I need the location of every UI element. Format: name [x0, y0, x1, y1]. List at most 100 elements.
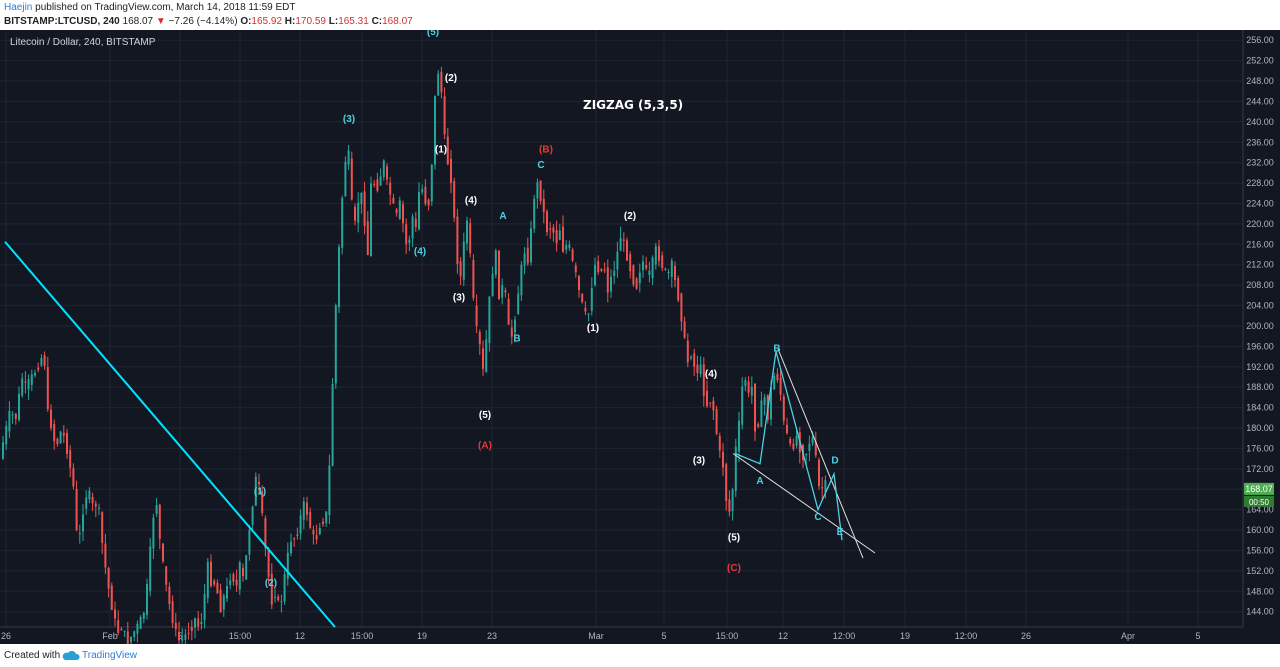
symbol-label: BITSTAMP:LTCUSD, 240 [4, 16, 120, 27]
candle-body [62, 432, 65, 436]
tradingview-link[interactable]: TradingView [82, 650, 138, 661]
down-arrow-icon: ▼ [155, 16, 166, 27]
chart-title: Litecoin / Dollar, 240, BITSTAMP [10, 37, 156, 48]
candle-body [309, 511, 312, 528]
candle-body [760, 400, 763, 427]
candle-body [40, 357, 43, 366]
candle-body [747, 381, 750, 393]
candle-body [581, 293, 584, 302]
candle-body [213, 580, 216, 585]
candle-body [686, 340, 689, 363]
candle-body [11, 414, 14, 416]
candle-body [107, 568, 110, 589]
candle-body [101, 512, 104, 543]
candle-body [450, 158, 452, 183]
wave-path [734, 351, 843, 541]
candle-body [210, 561, 212, 587]
candle-body [190, 627, 193, 631]
candle-body [370, 183, 372, 257]
candle-body [446, 136, 449, 165]
candle-body [270, 573, 273, 605]
candle-body [459, 261, 462, 277]
last-price: 168.07 [122, 16, 154, 27]
candle-body [734, 446, 737, 491]
candle-body [789, 439, 792, 444]
candle-body [763, 397, 766, 405]
wave-label: E [837, 527, 844, 538]
candle-body [94, 503, 97, 507]
x-tick-label: 26 [1, 631, 11, 641]
candle-body [466, 220, 468, 244]
candle-body [130, 636, 132, 643]
candle-body [558, 230, 561, 240]
candle-body [27, 379, 30, 390]
candle-body [683, 321, 686, 338]
candle-body [757, 424, 760, 427]
candle-body [222, 595, 225, 610]
publish-line: Haejin published on TradingView.com, Mar… [4, 2, 295, 13]
change-text: −7.26 (−4.14%) [168, 16, 238, 27]
candle-body [379, 176, 382, 186]
candle-body [693, 353, 696, 367]
wave-label: (3) [343, 114, 355, 125]
y-tick-label: 252.00 [1246, 56, 1274, 66]
candle-body [619, 237, 622, 251]
candle-body [286, 552, 289, 579]
low-value: 165.31 [338, 16, 369, 27]
candle-body [261, 491, 264, 513]
author-link[interactable]: Haejin [4, 2, 33, 13]
candle-body [453, 181, 456, 218]
candle-body [162, 543, 164, 562]
y-tick-label: 144.00 [1246, 607, 1274, 617]
candle-body [43, 355, 46, 366]
y-tick-label: 204.00 [1246, 301, 1274, 311]
candle-body [82, 514, 84, 532]
candle-body [46, 367, 49, 410]
candle-body [427, 199, 430, 206]
candle-body [174, 622, 177, 630]
candle-body [136, 623, 139, 634]
candle-body [405, 224, 408, 244]
y-tick-label: 172.00 [1246, 464, 1274, 474]
chart-area[interactable]: 256.00 252.00 248.00 244.00 240.00 236.00 232.… [0, 30, 1280, 644]
candle-body [219, 589, 222, 613]
candle-body [674, 265, 676, 280]
wave-label: (1) [587, 323, 599, 334]
y-tick-label: 220.00 [1246, 219, 1274, 229]
y-tick-label: 148.00 [1246, 586, 1274, 596]
candle-body [341, 197, 344, 248]
candle-body [152, 517, 155, 549]
price-chart[interactable]: 256.00 252.00 248.00 244.00 240.00 236.00 232.… [0, 30, 1280, 644]
candle-body [69, 450, 72, 468]
candle-body [85, 497, 88, 509]
y-tick-label: 180.00 [1246, 423, 1274, 433]
wedge-line [777, 348, 864, 559]
candle-body [424, 186, 427, 204]
wave-label: C [537, 160, 544, 171]
candle-body [779, 377, 782, 395]
candle-body [456, 216, 459, 264]
y-tick-label: 224.00 [1246, 198, 1274, 208]
candle-body [14, 413, 17, 420]
x-tick-label: 15:00 [351, 631, 374, 641]
candle-body [389, 182, 392, 195]
candle-body [517, 293, 520, 315]
candle-body [536, 182, 539, 199]
candle-body [507, 298, 510, 325]
y-tick-label: 160.00 [1246, 525, 1274, 535]
candle-body [821, 487, 824, 489]
wave-label: (2) [445, 73, 457, 84]
candle-body [635, 278, 638, 289]
candle-body [744, 380, 747, 387]
x-tick-label: 5 [661, 631, 666, 641]
candle-body [264, 518, 267, 549]
candle-body [66, 432, 68, 454]
candle-body [430, 164, 433, 202]
candle-body [344, 161, 347, 197]
candle-body [613, 270, 616, 276]
candle-body [366, 221, 369, 256]
candle-body [117, 620, 120, 633]
wedge-line [732, 453, 876, 554]
candle-body [731, 489, 734, 512]
y-tick-label: 156.00 [1246, 545, 1274, 555]
